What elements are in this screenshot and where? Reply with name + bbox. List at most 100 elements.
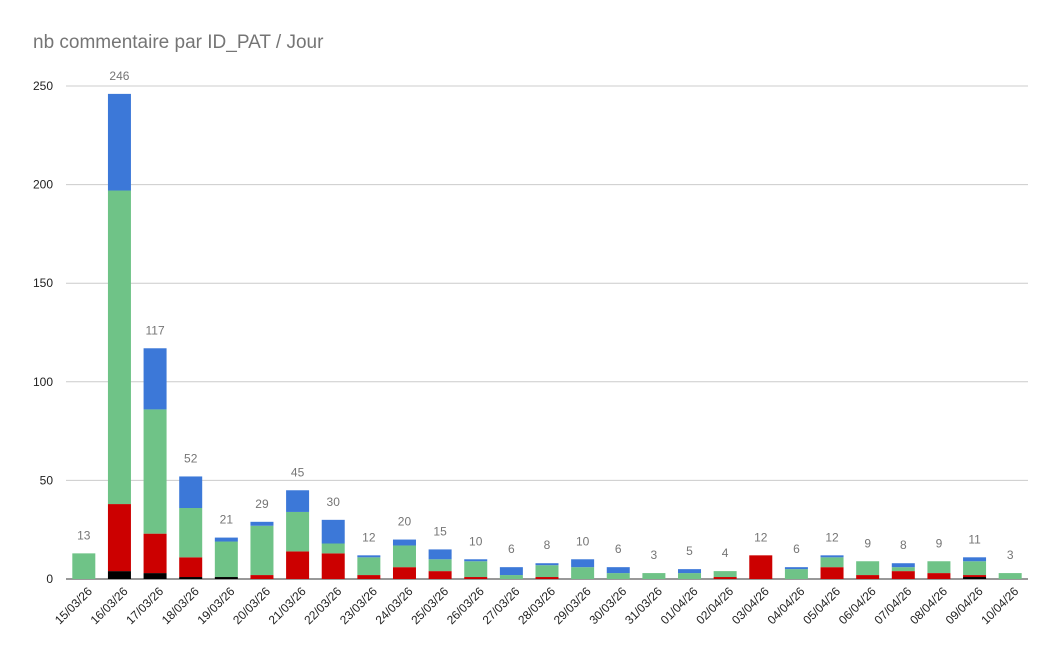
- bar-segment: [286, 551, 310, 579]
- y-tick-label: 0: [46, 572, 53, 586]
- x-tick-label: 29/03/26: [551, 584, 594, 627]
- x-axis-ticks: 15/03/2616/03/2617/03/2618/03/2619/03/26…: [52, 584, 1022, 627]
- data-label: 8: [900, 538, 907, 552]
- x-tick-label: 15/03/26: [52, 584, 95, 627]
- bar-segment: [856, 561, 880, 576]
- x-tick-label: 30/03/26: [586, 584, 629, 627]
- bar-segment: [428, 559, 452, 572]
- x-tick-label: 18/03/26: [159, 584, 202, 627]
- data-label: 5: [686, 544, 693, 558]
- bar-segment: [464, 577, 488, 579]
- bar-segment: [250, 525, 274, 576]
- bar-segment: [820, 567, 844, 579]
- data-label: 6: [508, 542, 515, 556]
- x-tick-label: 05/04/26: [800, 584, 843, 627]
- data-label: 15: [433, 524, 447, 538]
- data-labels: 13 246 117 52 21 29 45 30 12 20 15 10 6 8 10 6 3 5 4 12 6 12 9…: [77, 69, 1014, 562]
- x-tick-label: 20/03/26: [230, 584, 273, 627]
- bar-segment: [820, 555, 844, 558]
- bar-segment: [963, 557, 987, 562]
- bar-segment: [179, 557, 203, 578]
- bar-segment: [392, 545, 416, 568]
- x-tick-label: 22/03/26: [301, 584, 344, 627]
- x-tick-label: 19/03/26: [195, 584, 238, 627]
- bar-segment: [678, 573, 702, 579]
- bar-segment: [963, 575, 987, 578]
- x-tick-label: 02/04/26: [693, 584, 736, 627]
- bar-segment: [214, 537, 238, 542]
- y-tick-label: 200: [33, 178, 53, 192]
- x-tick-label: 28/03/26: [515, 584, 558, 627]
- bar-segment: [107, 571, 131, 579]
- data-label: 30: [327, 495, 341, 509]
- x-tick-label: 31/03/26: [622, 584, 665, 627]
- y-tick-label: 50: [40, 473, 54, 487]
- bar-segment: [250, 521, 274, 526]
- bar-segment: [464, 559, 488, 562]
- bar-segment: [820, 557, 844, 568]
- data-label: 6: [615, 542, 622, 556]
- x-tick-label: 25/03/26: [408, 584, 451, 627]
- bar-segment: [286, 511, 310, 552]
- bar-segment: [143, 409, 167, 534]
- data-label: 8: [544, 538, 551, 552]
- x-tick-label: 03/04/26: [729, 584, 772, 627]
- bar-segment: [428, 549, 452, 560]
- bar-segment: [464, 561, 488, 578]
- bar-segment: [214, 577, 238, 579]
- bar-segment: [499, 575, 523, 579]
- bar-segment: [321, 553, 345, 579]
- data-label: 20: [398, 515, 412, 529]
- x-tick-label: 27/03/26: [480, 584, 523, 627]
- data-label: 10: [576, 534, 590, 548]
- bar-segment: [713, 577, 737, 579]
- data-label: 117: [146, 323, 165, 337]
- bar-segment: [143, 533, 167, 574]
- x-tick-label: 06/04/26: [836, 584, 879, 627]
- x-tick-label: 23/03/26: [337, 584, 380, 627]
- bar-segment: [143, 348, 167, 410]
- bar-segment: [250, 575, 274, 579]
- data-label: 4: [722, 546, 729, 560]
- bar-segment: [286, 490, 310, 512]
- bar-segment: [856, 575, 880, 579]
- bar-segment: [606, 573, 630, 579]
- bar-segment: [642, 573, 666, 579]
- bar-segment: [535, 563, 559, 566]
- bar-segment: [891, 563, 915, 568]
- data-label: 52: [184, 451, 198, 465]
- bar-segment: [784, 569, 808, 579]
- y-axis-ticks: 0 50 100 150 200 250: [33, 79, 53, 586]
- x-tick-label: 10/04/26: [978, 584, 1021, 627]
- bar-segment: [321, 519, 345, 544]
- data-label: 45: [291, 465, 305, 479]
- data-label: 246: [109, 69, 129, 83]
- bar-segment: [392, 539, 416, 546]
- bar-segment: [535, 577, 559, 579]
- data-label: 13: [77, 528, 91, 542]
- x-tick-label: 17/03/26: [123, 584, 166, 627]
- bar-segment: [535, 565, 559, 578]
- bar-segment: [963, 577, 987, 579]
- bar-segment: [357, 555, 381, 558]
- bar-segment: [927, 561, 951, 574]
- bar-segment: [891, 567, 915, 572]
- bar-segment: [392, 567, 416, 579]
- gridlines: [66, 85, 1028, 580]
- bar-segment: [678, 569, 702, 574]
- x-tick-label: 08/04/26: [907, 584, 950, 627]
- bar-segment: [927, 573, 951, 579]
- data-label: 9: [864, 536, 871, 550]
- bar-segment: [357, 557, 381, 576]
- y-tick-label: 250: [33, 79, 53, 93]
- x-tick-label: 04/04/26: [765, 584, 808, 627]
- bar-segment: [107, 504, 131, 572]
- bar-segment: [107, 190, 131, 505]
- bar-segment: [963, 561, 987, 576]
- data-label: 6: [793, 542, 800, 556]
- data-label: 3: [1007, 548, 1014, 562]
- bar-segment: [998, 573, 1022, 579]
- x-tick-label: 09/04/26: [943, 584, 986, 627]
- y-tick-label: 100: [33, 375, 53, 389]
